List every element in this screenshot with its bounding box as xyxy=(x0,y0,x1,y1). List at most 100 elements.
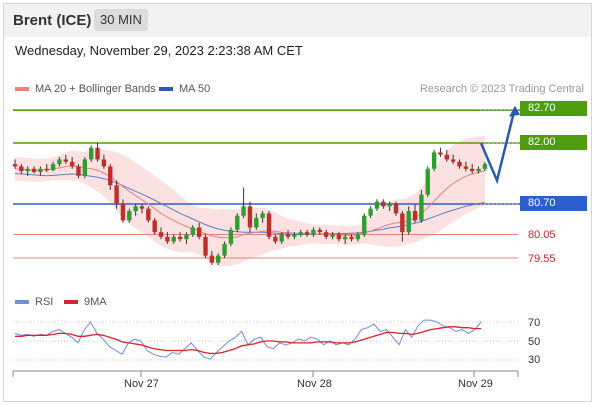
candle-body xyxy=(101,159,107,167)
candle-body xyxy=(412,211,418,221)
candle-body xyxy=(235,215,240,230)
candle-body xyxy=(311,229,316,235)
legend-rsi: RSI xyxy=(15,296,53,308)
candle-body xyxy=(216,255,221,263)
candle-body xyxy=(393,204,399,214)
level-label-80-05: 80.05 xyxy=(528,229,556,241)
candle-body xyxy=(355,234,361,240)
candle-body xyxy=(19,166,24,172)
level-tag-82-70: 82.70 xyxy=(520,101,587,116)
date-label-nov27: Nov 27 xyxy=(124,378,159,390)
candle-body xyxy=(298,232,303,235)
candle-body xyxy=(50,164,56,171)
candle-body xyxy=(317,229,322,233)
candle-body xyxy=(463,166,469,169)
candle-body xyxy=(82,159,88,176)
candle-body xyxy=(450,159,456,162)
timeframe-badge[interactable]: 30 MIN xyxy=(94,9,148,31)
candle-body xyxy=(444,154,449,160)
candle-body xyxy=(323,232,329,237)
candle-body xyxy=(146,208,151,221)
candle-body xyxy=(260,213,265,219)
date-label-nov29: Nov 29 xyxy=(458,378,493,390)
copyright: Research © 2023 Trading Central xyxy=(419,83,584,95)
ma50-swatch xyxy=(159,87,173,92)
legend-ma20: MA 20 + Bollinger Bands xyxy=(15,83,156,95)
level-tag-82-00: 82.00 xyxy=(520,135,587,150)
rsi-tick-50: 50 xyxy=(528,336,541,348)
candle-body xyxy=(95,147,100,160)
rsi-tick-70: 70 xyxy=(528,317,541,329)
legend-ma50-label: MA 50 xyxy=(179,83,211,95)
candle-body xyxy=(241,206,246,216)
candle-body xyxy=(44,168,49,171)
candle-body xyxy=(279,234,284,242)
candle-body xyxy=(374,201,380,209)
candle-body xyxy=(184,234,189,240)
candle-body xyxy=(127,211,132,221)
9ma-swatch xyxy=(64,300,78,305)
candle-body xyxy=(343,236,348,240)
candle-body xyxy=(476,168,481,172)
candle-body xyxy=(38,168,43,173)
candle-body xyxy=(133,206,138,212)
candle-body xyxy=(273,236,278,242)
candle-body xyxy=(247,206,253,228)
candle-body xyxy=(368,208,373,216)
candle-body xyxy=(425,168,430,195)
candle-body xyxy=(254,218,259,228)
bollinger-band xyxy=(15,136,485,267)
candle-body xyxy=(177,236,183,240)
candle-body xyxy=(108,166,113,186)
legend-9ma: 9MA xyxy=(64,296,107,308)
legend-rsi-label: RSI xyxy=(35,296,54,308)
legend-9ma-label: 9MA xyxy=(84,296,107,308)
candle-body xyxy=(196,227,202,237)
candle-body xyxy=(400,213,405,233)
candle-body xyxy=(165,236,170,242)
date-label-nov28: Nov 28 xyxy=(297,378,332,390)
candle-body xyxy=(139,206,145,209)
candle-body xyxy=(190,227,195,235)
candle-body xyxy=(203,236,208,256)
candle-body xyxy=(330,234,335,237)
timestamp: Wednesday, November 29, 2023 2:23:38 AM … xyxy=(15,43,303,58)
candle-body xyxy=(470,168,475,172)
candle-body xyxy=(336,234,342,240)
candle-body xyxy=(406,211,411,233)
candle-body xyxy=(457,161,462,167)
candle-body xyxy=(482,164,488,169)
candle-body xyxy=(76,166,81,176)
candle-body xyxy=(89,147,94,160)
candle-body xyxy=(57,159,62,165)
rsi-line xyxy=(14,319,482,360)
rsi-ma9-line xyxy=(15,326,481,355)
candle-body xyxy=(228,229,234,244)
candle-body xyxy=(381,201,386,207)
candle-body xyxy=(120,204,126,221)
candle-body xyxy=(114,185,119,204)
level-tag-80-70: 80.70 xyxy=(520,196,587,211)
candle-body xyxy=(387,204,392,207)
rsi-swatch xyxy=(15,300,29,305)
instrument-title: Brent (ICE) xyxy=(13,12,92,29)
legend-ma50: MA 50 xyxy=(159,83,210,95)
forecast-path xyxy=(479,107,517,185)
forecast-arrowhead xyxy=(509,105,520,117)
candle-body xyxy=(152,220,157,233)
candle-body xyxy=(431,152,437,169)
candle-body xyxy=(304,232,310,235)
candle-body xyxy=(266,213,272,237)
candle-body xyxy=(31,168,37,173)
chart-frame xyxy=(3,3,592,402)
candle-body xyxy=(362,215,367,235)
candle-body xyxy=(171,236,176,242)
candle-body xyxy=(419,194,424,221)
candle-body xyxy=(285,234,291,237)
candle-body xyxy=(438,152,443,155)
rsi-tick-30: 30 xyxy=(528,354,541,366)
level-label-79-55: 79.55 xyxy=(528,253,556,265)
candle-body xyxy=(12,164,18,167)
legend-ma20-label: MA 20 + Bollinger Bands xyxy=(35,83,156,95)
